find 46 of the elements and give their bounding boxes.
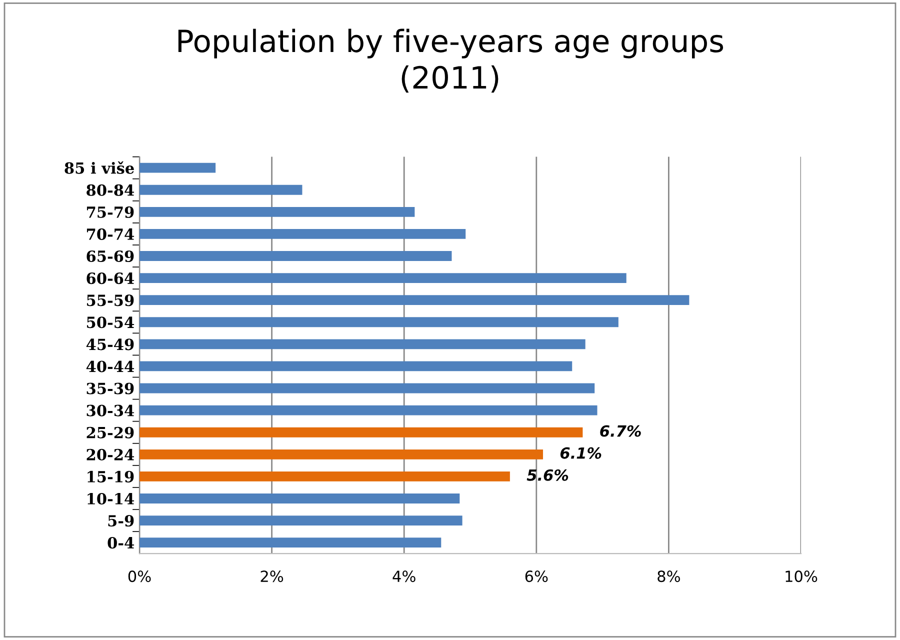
y-tick-label: 50-54: [87, 316, 134, 328]
y-tick-label: 75-79: [86, 206, 134, 218]
y-tick-label: 20-24: [86, 448, 134, 460]
y-tick-label: 40-44: [86, 360, 134, 372]
bar: [140, 317, 618, 328]
y-tick-label: 15-19: [88, 470, 134, 482]
x-tick-label: 10%: [786, 570, 818, 582]
bar: [140, 273, 626, 284]
y-tick-label: 80-84: [86, 184, 134, 196]
bar: [140, 162, 216, 173]
y-tick-label: 30-34: [86, 404, 134, 416]
y-tick-label: 60-64: [86, 272, 134, 284]
y-tick-label: 25-29: [86, 426, 134, 438]
data-label: 6.1%: [560, 447, 602, 459]
x-tick-label: 8%: [658, 570, 680, 582]
bar: [140, 494, 460, 504]
bar: [140, 339, 586, 350]
x-tick-label: 6%: [525, 570, 548, 582]
y-tick-label: 85 i više: [64, 161, 134, 174]
x-tick-label: 2%: [260, 570, 284, 582]
bar: [140, 405, 598, 416]
y-tick-label: 35-39: [86, 382, 134, 394]
y-tick-label: 70-74: [86, 228, 134, 240]
bar: [140, 228, 466, 239]
x-tick-label: 4%: [392, 570, 416, 582]
bar: [140, 361, 572, 372]
y-tick-label: 45-49: [86, 338, 134, 350]
bar: [140, 206, 415, 217]
bar: [140, 251, 452, 261]
bar: [140, 427, 583, 438]
y-tick-label: 0-4: [108, 537, 134, 549]
y-tick-label: 10-14: [88, 492, 134, 505]
y-tick-label: 5-9: [108, 515, 134, 527]
x-tick-label: 0%: [128, 570, 151, 582]
y-tick-label: 55-59: [87, 294, 134, 306]
bar: [140, 471, 510, 482]
bar: [140, 538, 442, 548]
data-label: 6.7%: [600, 425, 641, 437]
bar: [140, 295, 690, 306]
y-tick-label: 65-69: [86, 250, 134, 262]
bar: [140, 516, 462, 526]
bar: [140, 449, 544, 460]
bar: [140, 184, 302, 195]
chart-title: Population by five-years age groups (2011): [178, 28, 724, 93]
data-label: 5.6%: [526, 469, 568, 481]
bar: [140, 383, 595, 394]
